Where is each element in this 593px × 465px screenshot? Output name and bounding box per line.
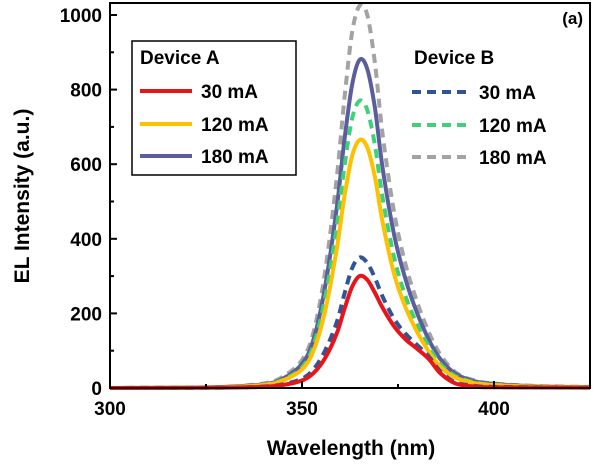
legend-b-label-180ma: 180 mA — [479, 148, 547, 169]
y-tick-label: 600 — [70, 155, 102, 176]
y-axis-label: EL Intensity (a.u.) — [11, 109, 34, 284]
legend-device-b-title: Device B — [414, 48, 494, 69]
y-tick-label: 0 — [91, 379, 102, 400]
legend-device-b-box — [404, 40, 578, 176]
series-layer — [109, 2, 591, 390]
legend-device-a: Device A 30 mA 120 mA 180 mA — [131, 40, 297, 176]
legend-device-b: Device B 30 mA 120 mA 180 mA — [404, 40, 578, 176]
legend-b-label-30ma: 30 mA — [479, 83, 536, 104]
series-line-device-a-120-ma — [109, 137, 591, 390]
y-tick-label: 1000 — [60, 6, 102, 27]
series-line-device-a-30-ma — [109, 273, 591, 390]
y-tick-label: 800 — [70, 81, 102, 102]
x-tick-label: 400 — [478, 399, 510, 420]
legend-b-label-120ma: 120 mA — [479, 116, 547, 137]
y-tick-label: 200 — [70, 304, 102, 325]
legend-a-label-180ma: 180 mA — [201, 147, 269, 168]
x-axis-label: Wavelength (nm) — [267, 437, 435, 460]
legend-a-label-30ma: 30 mA — [201, 82, 258, 103]
series-line-device-b-30-ma — [109, 255, 591, 390]
x-tick-label: 350 — [286, 399, 318, 420]
plot-frame — [109, 2, 591, 389]
legend-device-a-box — [131, 40, 297, 176]
legend-a-label-120ma: 120 mA — [201, 115, 269, 136]
panel-label: (a) — [562, 9, 583, 28]
legend-device-a-title: Device A — [140, 48, 220, 69]
ticks-layer: 300 350 400 0 200 400 600 800 1000 — [60, 6, 591, 420]
x-tick-label: 300 — [94, 399, 126, 420]
y-tick-label: 400 — [70, 230, 102, 251]
